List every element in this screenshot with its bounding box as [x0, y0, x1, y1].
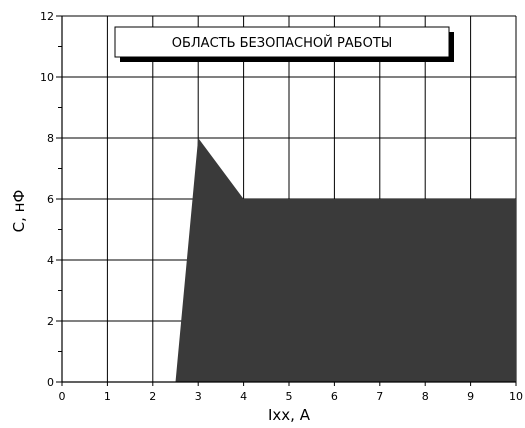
x-tick-label: 10: [509, 390, 523, 403]
title-box: ОБЛАСТЬ БЕЗОПАСНОЙ РАБОТЫ: [114, 26, 454, 62]
x-tick-labels: 0 1 2 3 4 5 6 7 8 9 10: [59, 382, 523, 403]
y-tick-label: 4: [47, 254, 54, 267]
y-tick-label: 12: [40, 10, 54, 23]
x-tick-label: 5: [286, 390, 293, 403]
x-axis-label: Ixx, A: [268, 406, 311, 424]
y-tick-label: 10: [40, 71, 54, 84]
y-tick-labels: 0 2 4 6 8 10 12: [40, 10, 62, 389]
x-tick-label: 4: [240, 390, 247, 403]
x-tick-label: 3: [195, 390, 202, 403]
x-tick-label: 2: [149, 390, 156, 403]
y-tick-label: 2: [47, 315, 54, 328]
y-tick-label: 0: [47, 376, 54, 389]
x-tick-label: 7: [376, 390, 383, 403]
y-tick-label: 6: [47, 193, 54, 206]
x-tick-label: 1: [104, 390, 111, 403]
area-series: [175, 138, 516, 382]
y-tick-label: 8: [47, 132, 54, 145]
x-tick-label: 0: [59, 390, 66, 403]
x-tick-label: 8: [422, 390, 429, 403]
x-tick-label: 9: [467, 390, 474, 403]
title-box-frame: [114, 26, 450, 58]
chart-title: ОБЛАСТЬ БЕЗОПАСНОЙ РАБОТЫ: [172, 35, 393, 51]
area-fill: [175, 138, 516, 382]
x-tick-label: 6: [331, 390, 338, 403]
y-axis-label: C, нФ: [10, 190, 28, 233]
